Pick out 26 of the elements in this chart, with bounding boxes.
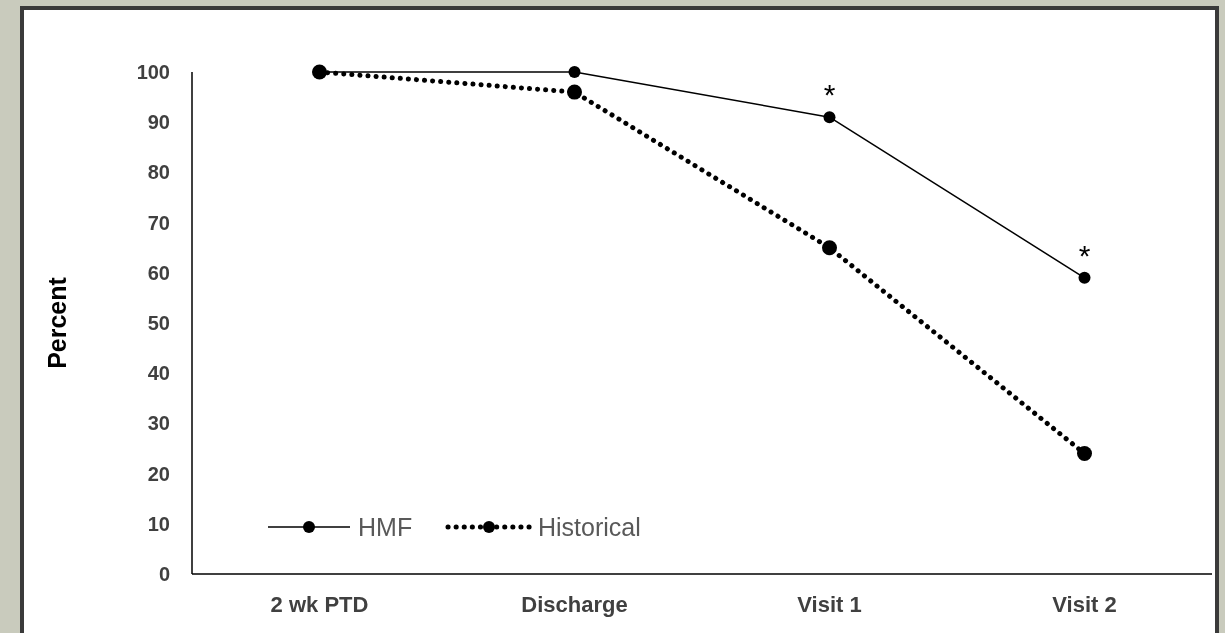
x-tick-label: 2 wk PTD [270, 592, 369, 617]
point [822, 240, 837, 256]
point [823, 111, 836, 124]
y-tick-label: 30 [147, 412, 170, 435]
y-tick-label: 100 [136, 61, 170, 83]
y-tick-label: 10 [147, 512, 170, 535]
annotation: * [823, 78, 836, 112]
point [1077, 446, 1092, 462]
point [567, 84, 582, 100]
y-tick-label: 80 [147, 161, 170, 184]
x-tick-label: Visit 2 [1052, 592, 1117, 617]
y-tick-label: 90 [147, 111, 170, 134]
y-tick-label: 70 [147, 211, 170, 234]
y-tick-label: 20 [147, 462, 170, 485]
y-axis-title: Percent [43, 276, 71, 369]
annotation: * [1078, 238, 1091, 272]
point [1078, 271, 1091, 284]
point [568, 66, 581, 78]
y-tick-label: 0 [158, 563, 170, 585]
y-tick-label: 60 [147, 261, 170, 284]
legend-label: Historical [538, 512, 641, 541]
y-tick-label: 50 [147, 312, 170, 334]
x-tick-label: Discharge [521, 592, 628, 617]
legend-label: HMF [358, 512, 413, 541]
y-tick-label: 40 [147, 362, 170, 385]
x-tick-label: Visit 1 [797, 592, 862, 617]
